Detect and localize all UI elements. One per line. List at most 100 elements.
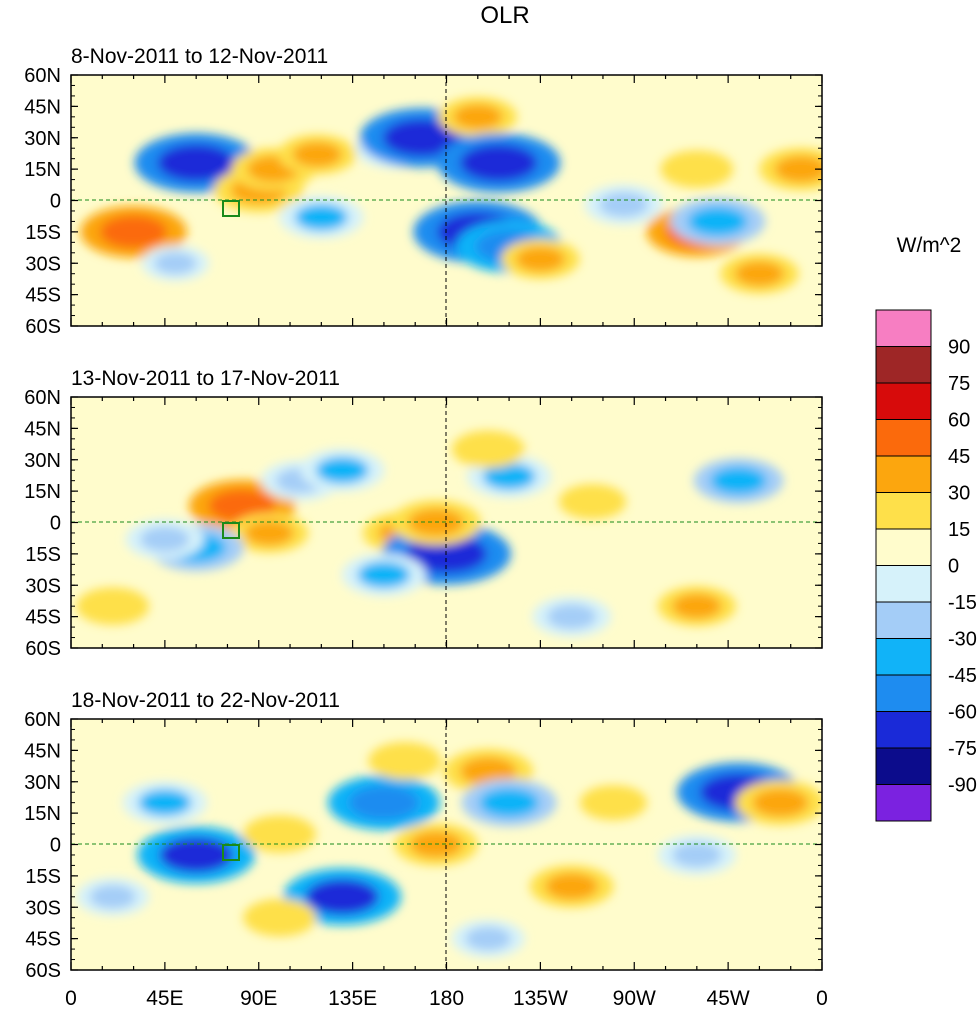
colorbar-tick-label: -45 — [948, 665, 977, 687]
anomaly-blob — [465, 437, 511, 462]
map-panel: 18-Nov-2011 to 22-Nov-2011 60N 45N 30N 15N 0… — [24, 689, 823, 982]
colorbar-swatch — [875, 747, 932, 785]
lat-axis: 60N 45N 30N 15N 0 15S 30S 45S 60S — [24, 65, 822, 338]
lon-tick-label: 45E — [146, 987, 183, 1010]
lat-tick-label: 0 — [50, 835, 61, 857]
anomaly-blob — [89, 594, 136, 618]
anomaly-blob — [256, 905, 303, 930]
panel-title: 18-Nov-2011 to 22-Nov-2011 — [71, 689, 340, 712]
lat-axis: 60N 45N 30N 15N 0 15S 30S 45S 60S — [24, 709, 822, 982]
anomaly-blob — [315, 456, 369, 484]
colorbar-swatch — [875, 455, 932, 493]
anomaly-blob — [672, 842, 722, 868]
lat-tick-label: 45N — [24, 96, 61, 118]
colorbar-tick-label: -30 — [948, 629, 977, 651]
colorbar-tick-label: 75 — [948, 373, 970, 395]
anomaly-blob — [672, 593, 722, 619]
colorbar-swatch — [875, 382, 932, 420]
anomaly-blob — [482, 463, 536, 490]
anomaly-blob — [140, 526, 190, 552]
lon-axis-ticks — [70, 719, 823, 970]
anomaly-blob — [710, 466, 767, 495]
anomaly-blob — [479, 787, 539, 818]
colorbar-swatch — [875, 309, 932, 347]
panel-title: 8-Nov-2011 to 12-Nov-2011 — [71, 45, 328, 68]
anomaly-blob — [774, 155, 822, 183]
lat-tick-label: 30S — [25, 575, 61, 597]
lon-tick-label: 90W — [613, 987, 656, 1010]
colorbar-swatch — [875, 346, 932, 384]
index-box — [222, 200, 240, 217]
colorbar-swatch — [875, 784, 932, 822]
colorbar-swatch — [875, 711, 932, 749]
anomaly-blob — [256, 822, 303, 846]
lon-axis-ticks — [70, 75, 823, 326]
figure-title: OLR — [480, 2, 529, 29]
anomaly-blob — [348, 785, 419, 820]
anomaly-blob — [599, 192, 649, 218]
longitude-labels: 0 45E 90E 135E 180 135W 90W 45W 0 — [65, 987, 828, 1010]
anomaly-blob — [157, 144, 235, 182]
colorbar-swatch — [875, 674, 932, 712]
anomaly-blob — [154, 252, 197, 275]
lat-tick-label: 45N — [24, 418, 61, 440]
lon-tick-label: 0 — [816, 987, 828, 1010]
anomaly-blob — [460, 757, 517, 786]
lat-tick-label: 0 — [50, 191, 61, 213]
map-panel: 8-Nov-2011 to 12-Nov-2011 60N 45N 30N 15N 0 1… — [24, 45, 823, 338]
colorbar-tick-label: -75 — [948, 738, 977, 760]
anomaly-blob — [292, 141, 342, 167]
lon-tick-label: 45W — [707, 987, 750, 1010]
lat-tick-label: 60S — [25, 960, 61, 982]
lat-tick-label: 30N — [24, 128, 61, 150]
index-box — [222, 522, 240, 539]
map-panel: 13-Nov-2011 to 17-Nov-2011 60N 45N 30N 15N 0… — [24, 367, 823, 660]
lat-tick-label: 15S — [25, 544, 61, 566]
lat-tick-label: 45S — [25, 929, 61, 951]
lat-tick-label: 15S — [25, 866, 61, 888]
olr-anomaly-field — [80, 96, 822, 294]
colorbar-swatch — [875, 419, 932, 457]
lat-tick-label: 60N — [24, 387, 61, 409]
lat-tick-label: 45N — [24, 740, 61, 762]
anomaly-blob — [515, 246, 565, 272]
colorbar-tick-label: 15 — [948, 519, 970, 541]
anomaly-blob — [382, 119, 460, 157]
anomaly-blob — [138, 789, 192, 816]
colorbar-swatch — [875, 638, 932, 676]
index-box — [222, 844, 240, 861]
colorbar-tick-label: 90 — [948, 337, 970, 359]
anomaly-blob — [382, 749, 428, 773]
colorbar-swatch — [875, 492, 932, 530]
lat-tick-label: 15N — [24, 159, 61, 181]
lat-tick-label: 60N — [24, 65, 61, 87]
colorbar-swatch — [875, 528, 932, 566]
lon-axis-ticks — [70, 397, 823, 648]
anomaly-blob — [357, 561, 411, 589]
lon-tick-label: 0 — [65, 987, 77, 1010]
colorbar-tick-label: 60 — [948, 410, 970, 432]
anomaly-blob — [687, 206, 748, 237]
lat-tick-label: 60N — [24, 709, 61, 731]
anomaly-blob — [734, 261, 784, 287]
colorbar-tick-label: 30 — [948, 483, 970, 505]
lat-tick-label: 0 — [50, 513, 61, 535]
panel-title: 13-Nov-2011 to 17-Nov-2011 — [71, 367, 340, 390]
olr-anomaly-field — [76, 742, 822, 958]
lon-tick-label: 135W — [513, 987, 568, 1010]
anomaly-blob — [460, 144, 538, 182]
anomaly-blob — [295, 203, 348, 231]
lat-tick-label: 30N — [24, 772, 61, 794]
colorbar-tick-label: 45 — [948, 446, 970, 468]
lon-tick-label: 180 — [429, 987, 464, 1010]
anomaly-blob — [571, 490, 614, 513]
anomaly-blob — [674, 157, 720, 181]
anomaly-blob — [244, 520, 294, 546]
anomaly-blob — [159, 837, 233, 873]
anomaly-blob — [592, 791, 635, 814]
lat-tick-label: 45S — [25, 285, 61, 307]
lat-tick-label: 30S — [25, 253, 61, 275]
colorbar-swatch — [875, 601, 932, 639]
lat-tick-label: 30N — [24, 450, 61, 472]
lon-tick-label: 135E — [328, 987, 377, 1010]
